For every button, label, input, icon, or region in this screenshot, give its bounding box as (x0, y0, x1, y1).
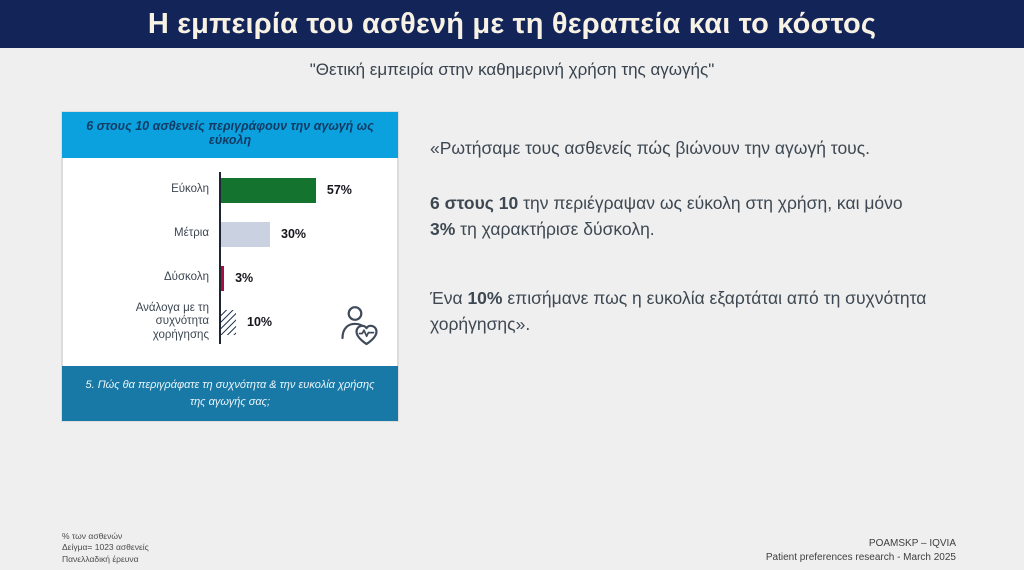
chart-bar-row: Εύκολη 57% (63, 168, 397, 212)
chart-bar-row: Ανάλογα με τη συχνότητα χορήγησης 10% (63, 300, 397, 344)
footnote-line: Πανελλαδική έρευνα (62, 553, 139, 564)
chart-card: 6 στους 10 ασθενείς περιγράφουν την αγωγ… (62, 112, 398, 421)
narrative-paragraph-3: Ένα 10% επισήμανε πως η ευκολία εξαρτάτα… (430, 286, 930, 337)
chart-category-label: Μέτρια (174, 227, 209, 240)
chart-value-label: 30% (281, 227, 307, 241)
chart-axis-line (219, 172, 221, 344)
chart-rows: Εύκολη 57% Μέτρια 30% Δύσκολη 3% Ανάλογα με τη… (63, 168, 397, 344)
chart-bar-track: 3% (219, 256, 397, 300)
narrative-block: «Ρωτήσαμε τους ασθενείς πώς βιώνουν την … (430, 136, 930, 367)
chart-bar-track: 30% (219, 212, 397, 256)
footnote-line: % των ασθενών (62, 531, 123, 541)
sample-footnote: % των ασθενών Δείγμα= 1023 ασθενείς Πανε… (62, 531, 149, 565)
narrative-highlight: 3% (430, 218, 456, 239)
source-footnote: POAMSKP – IQVIA Patient preferences rese… (766, 537, 956, 564)
chart-bar-row: Δύσκολη 3% (63, 256, 397, 300)
page-title: Η εμπειρία του ασθενή με τη θεραπεία και… (147, 7, 877, 40)
bar-chart: Εύκολη 57% Μέτρια 30% Δύσκολη 3% Ανάλογα με τη… (63, 158, 397, 344)
chart-bar (219, 265, 225, 291)
chart-category-label: Ανάλογα με τη συχνότητα χορήγησης (135, 301, 209, 341)
patient-heart-icon (341, 306, 378, 346)
chart-bar-row: Μέτρια 30% (63, 212, 397, 256)
chart-bar (219, 221, 270, 247)
narrative-paragraph-1: «Ρωτήσαμε τους ασθενείς πώς βιώνουν την … (430, 136, 930, 161)
chart-category-label: Εύκολη (171, 183, 209, 196)
narrative-highlight: 6 στους 10 (430, 193, 519, 214)
narrative-text: την περιέγραψαν ως εύκολη στη χρήση, και… (518, 193, 903, 214)
narrative-text: Ένα (430, 288, 468, 309)
title-banner: Η εμπειρία του ασθενή με τη θεραπεία και… (0, 0, 1024, 48)
chart-value-label: 10% (247, 315, 273, 329)
footnote-line: Δείγμα= 1023 ασθενείς (62, 542, 149, 553)
chart-category-label: Δύσκολη (163, 271, 209, 284)
chart-header: 6 στους 10 ασθενείς περιγράφουν την αγωγ… (62, 112, 398, 158)
chart-bar (219, 309, 236, 335)
narrative-text: τη χαρακτήρισε δύσκολη. (455, 218, 655, 239)
narrative-paragraph-2: 6 στους 10 την περιέγραψαν ως εύκολη στη… (430, 191, 930, 242)
chart-bar (219, 177, 316, 203)
slide-subtitle: "Θετική εμπειρία στην καθημερινή χρήση τ… (309, 60, 715, 79)
footnote-line: Patient preferences research - March 202… (765, 551, 956, 563)
chart-body: Εύκολη 57% Μέτρια 30% Δύσκολη 3% Ανάλογα με τη… (62, 158, 398, 366)
chart-bar-track: 57% (219, 168, 397, 212)
narrative-highlight: 10% (467, 288, 503, 309)
chart-value-label: 3% (235, 271, 254, 285)
chart-bar-track: 10% (219, 300, 397, 344)
chart-source-question: 5. Πώς θα περιγράφατε τη συχνότητα & την… (62, 366, 398, 421)
narrative-text: «Ρωτήσαμε τους ασθενείς πώς βιώνουν την … (430, 138, 871, 158)
chart-value-label: 57% (326, 183, 352, 197)
footnote-line: POAMSKP – IQVIA (868, 538, 956, 549)
narrative-text: επισήμανε πως η ευκολία εξαρτάται από τη… (430, 288, 927, 334)
